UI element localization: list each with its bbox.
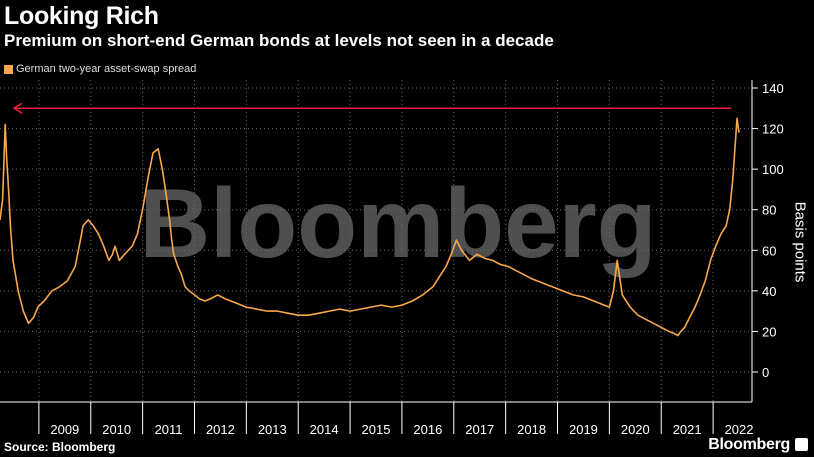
x-tick-label: 2012 [206,422,235,437]
annotation [12,102,732,114]
x-tick-label: 2013 [258,422,287,437]
source-note: Source: Bloomberg [4,440,116,454]
y-tick-label: 140 [762,81,784,96]
y-tick-label: 120 [762,122,784,137]
x-tick-label: 2011 [155,422,183,437]
x-tick-label: 2020 [621,422,650,437]
y-tick-label: 60 [762,243,776,258]
y-tick-label: 100 [762,162,784,177]
y-tick-label: 80 [762,203,776,218]
legend: German two-year asset-swap spread [4,63,196,75]
plot-area [0,117,740,337]
y-tick-label: 40 [762,284,776,299]
brand-logo: Bloomberg [708,436,790,453]
x-tick-label: 2015 [362,422,391,437]
y-tick-label: 20 [762,324,776,339]
x-tick-label: 2010 [102,422,131,437]
bloomberg-terminal-icon [795,438,808,451]
chart-title: Looking Rich [4,2,159,30]
x-tick-label: 2016 [413,422,442,437]
annotation-arrow-head [12,102,23,114]
chart-subtitle: Premium on short-end German bonds at lev… [4,31,554,50]
series-line [0,117,740,337]
x-tick-label: 2022 [725,422,754,437]
x-tick-label: 2019 [569,422,598,437]
legend-swatch [4,64,13,74]
x-tick-label: 2009 [50,422,79,437]
legend-label: German two-year asset-swap spread [16,63,197,75]
y-axis-label: Basis points [791,201,809,283]
x-tick-label: 2021 [673,422,702,437]
x-tick-label: 2017 [465,422,494,437]
y-tick-label: 0 [762,365,769,380]
x-tick-label: 2018 [517,422,546,437]
watermark: Bloomberg [139,168,656,278]
x-tick-label: 2014 [310,422,339,437]
axes: 0 20 40 60 80 100 120 140 2009 2010 2011 2012 2013 20… [0,80,784,437]
